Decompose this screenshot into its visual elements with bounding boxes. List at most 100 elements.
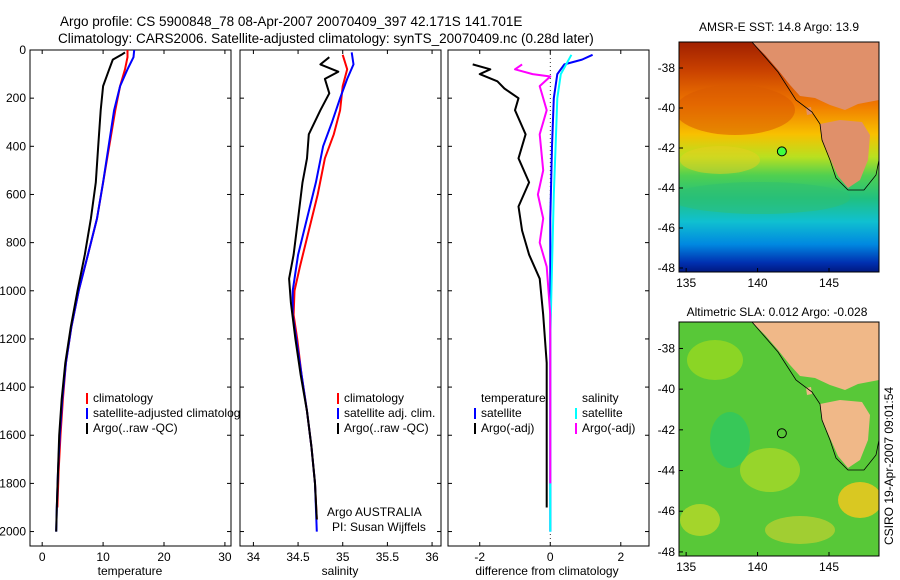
difference-legend: temperature salinity satellite Argo(-adj… (474, 391, 635, 435)
x-tick-label: -2 (474, 550, 485, 564)
sla-patch-c (838, 482, 879, 518)
difference-series (472, 53, 594, 532)
legend-label-sal-argo: Argo(-adj) (582, 421, 635, 435)
salinity-ticks: 34 34.5 35 35.5 36 (240, 49, 441, 564)
series-line-salinity-argo-adj (514, 63, 552, 484)
map-y-tick-label: -48 (658, 545, 676, 559)
map-y-tick-label: -48 (658, 261, 676, 275)
depth-ticks: 0 200 400 600 800 1000 1200 1400 1600 1800 2000 (0, 43, 26, 539)
coastline-contour (751, 322, 879, 471)
map-y-tick-label: -46 (658, 504, 676, 518)
y-tick-label: 800 (6, 236, 26, 250)
map-x-tick-label: 140 (748, 276, 768, 290)
sla-patch-b (740, 448, 800, 492)
sla-patch-f (680, 504, 720, 536)
sla-patch-e (765, 516, 835, 544)
salinity-legend: climatology satellite adj. clim. Argo(..… (337, 391, 435, 435)
x-tick-label: 10 (96, 550, 110, 564)
legend-title-salinity: salinity (582, 391, 619, 405)
temperature-series (55, 49, 136, 532)
series-line-argo-raw-qc (288, 56, 340, 520)
sla-map-ticks: 135 140 145 -38 -40 -42 -44 -46 -48 (658, 341, 840, 574)
sla-patch-d (710, 412, 750, 468)
map-y-tick-label: -44 (658, 464, 676, 478)
salinity-xlabel: salinity (322, 564, 359, 578)
legend-label-satellite: satellite adj. clim. (344, 406, 435, 420)
salinity-series (288, 52, 355, 532)
x-tick-label: 34.5 (286, 550, 310, 564)
legend-swatch-temp-satellite (474, 408, 476, 419)
mainland-australia (752, 42, 879, 110)
map-x-tick-label: 140 (748, 560, 768, 574)
temperature-panel: 0 200 400 600 800 1000 1200 1400 1600 1800 2000 0 1… (0, 43, 246, 578)
y-tick-label: 400 (6, 139, 26, 153)
x-tick-label: 35 (336, 550, 350, 564)
legend-label-climatology: climatology (344, 391, 404, 405)
legend-label-argo: Argo(..raw -QC) (93, 421, 178, 435)
sla-map-title: Altimetric SLA: 0.012 Argo: -0.028 (687, 305, 868, 319)
sst-map-title: AMSR-E SST: 14.8 Argo: 13.9 (699, 20, 859, 34)
x-tick-label: 20 (157, 550, 171, 564)
y-tick-label: 1000 (0, 284, 26, 298)
legend-swatch-climatology (86, 393, 88, 404)
map-y-tick-label: -38 (658, 341, 676, 355)
map-y-tick-label: -38 (658, 61, 676, 75)
legend-label-sal-satellite: satellite (582, 406, 623, 420)
legend-swatch-satellite (86, 408, 88, 419)
argo-position-marker (776, 428, 787, 439)
coastline-contour (751, 42, 879, 191)
temperature-ticks: 0 10 20 30 (30, 49, 232, 564)
argo-position-marker (776, 146, 787, 157)
csiro-timestamp: CSIRO 19-Apr-2007 09:01:54 (882, 387, 896, 545)
legend-swatch-satellite (337, 408, 339, 419)
difference-ticks: -2 0 2 (448, 49, 649, 564)
legend-swatch-argo (86, 423, 88, 434)
x-tick-label: 0 (547, 550, 554, 564)
legend-swatch-climatology (337, 393, 339, 404)
temperature-legend: climatology satellite-adjusted climatolo… (86, 391, 246, 435)
map-y-tick-label: -42 (658, 141, 676, 155)
legend-label-temp-argo: Argo(-adj) (481, 421, 534, 435)
map-y-tick-label: -46 (658, 221, 676, 235)
y-tick-label: 0 (19, 43, 26, 57)
map-y-tick-label: -42 (658, 423, 676, 437)
x-tick-label: 35.5 (376, 550, 400, 564)
temperature-xlabel: temperature (98, 564, 163, 578)
series-line-temperature-argo-adj (472, 63, 548, 508)
legend-label-climatology: climatology (93, 391, 153, 405)
legend-swatch-temp-argo (474, 423, 476, 434)
series-line-argo-raw-qc (55, 51, 126, 532)
legend-swatch-argo (337, 423, 339, 434)
difference-xlabel: difference from climatology (475, 564, 618, 578)
y-tick-label: 1200 (0, 332, 26, 346)
temperature-axes-frame (29, 49, 232, 547)
legend-label-temp-satellite: satellite (481, 406, 522, 420)
legend-title-temperature: temperature (481, 391, 546, 405)
sst-green-band (679, 182, 850, 214)
salinity-axes-frame (239, 49, 442, 547)
sst-map-ticks: 135 140 145 -38 -40 -42 -44 -46 -48 (658, 61, 840, 290)
argo-label-line2: PI: Susan Wijffels (332, 520, 426, 534)
map-x-tick-label: 135 (676, 560, 696, 574)
x-tick-label: 2 (617, 550, 624, 564)
tasmania (820, 120, 870, 188)
y-tick-label: 1600 (0, 428, 26, 442)
sla-map-frame (678, 321, 880, 557)
sla-patch-a (687, 340, 743, 380)
difference-panel: -2 0 2 difference from climatology tempera… (447, 49, 650, 578)
mainland-australia (752, 322, 879, 390)
x-tick-label: 0 (39, 550, 46, 564)
x-tick-label: 36 (425, 550, 439, 564)
x-tick-label: 30 (218, 550, 232, 564)
tasmania (820, 400, 870, 468)
figure-title-line1: Argo profile: CS 5900848_78 08-Apr-2007 … (60, 14, 522, 29)
legend-swatch-sal-satellite (575, 408, 577, 419)
argo-label-line1: Argo AUSTRALIA (327, 505, 422, 519)
y-tick-label: 2000 (0, 525, 26, 539)
legend-label-argo: Argo(..raw -QC) (344, 421, 429, 435)
map-x-tick-label: 145 (819, 276, 839, 290)
sst-yellow-patch (680, 146, 760, 174)
map-y-tick-label: -40 (658, 382, 676, 396)
legend-swatch-sal-argo (575, 423, 577, 434)
